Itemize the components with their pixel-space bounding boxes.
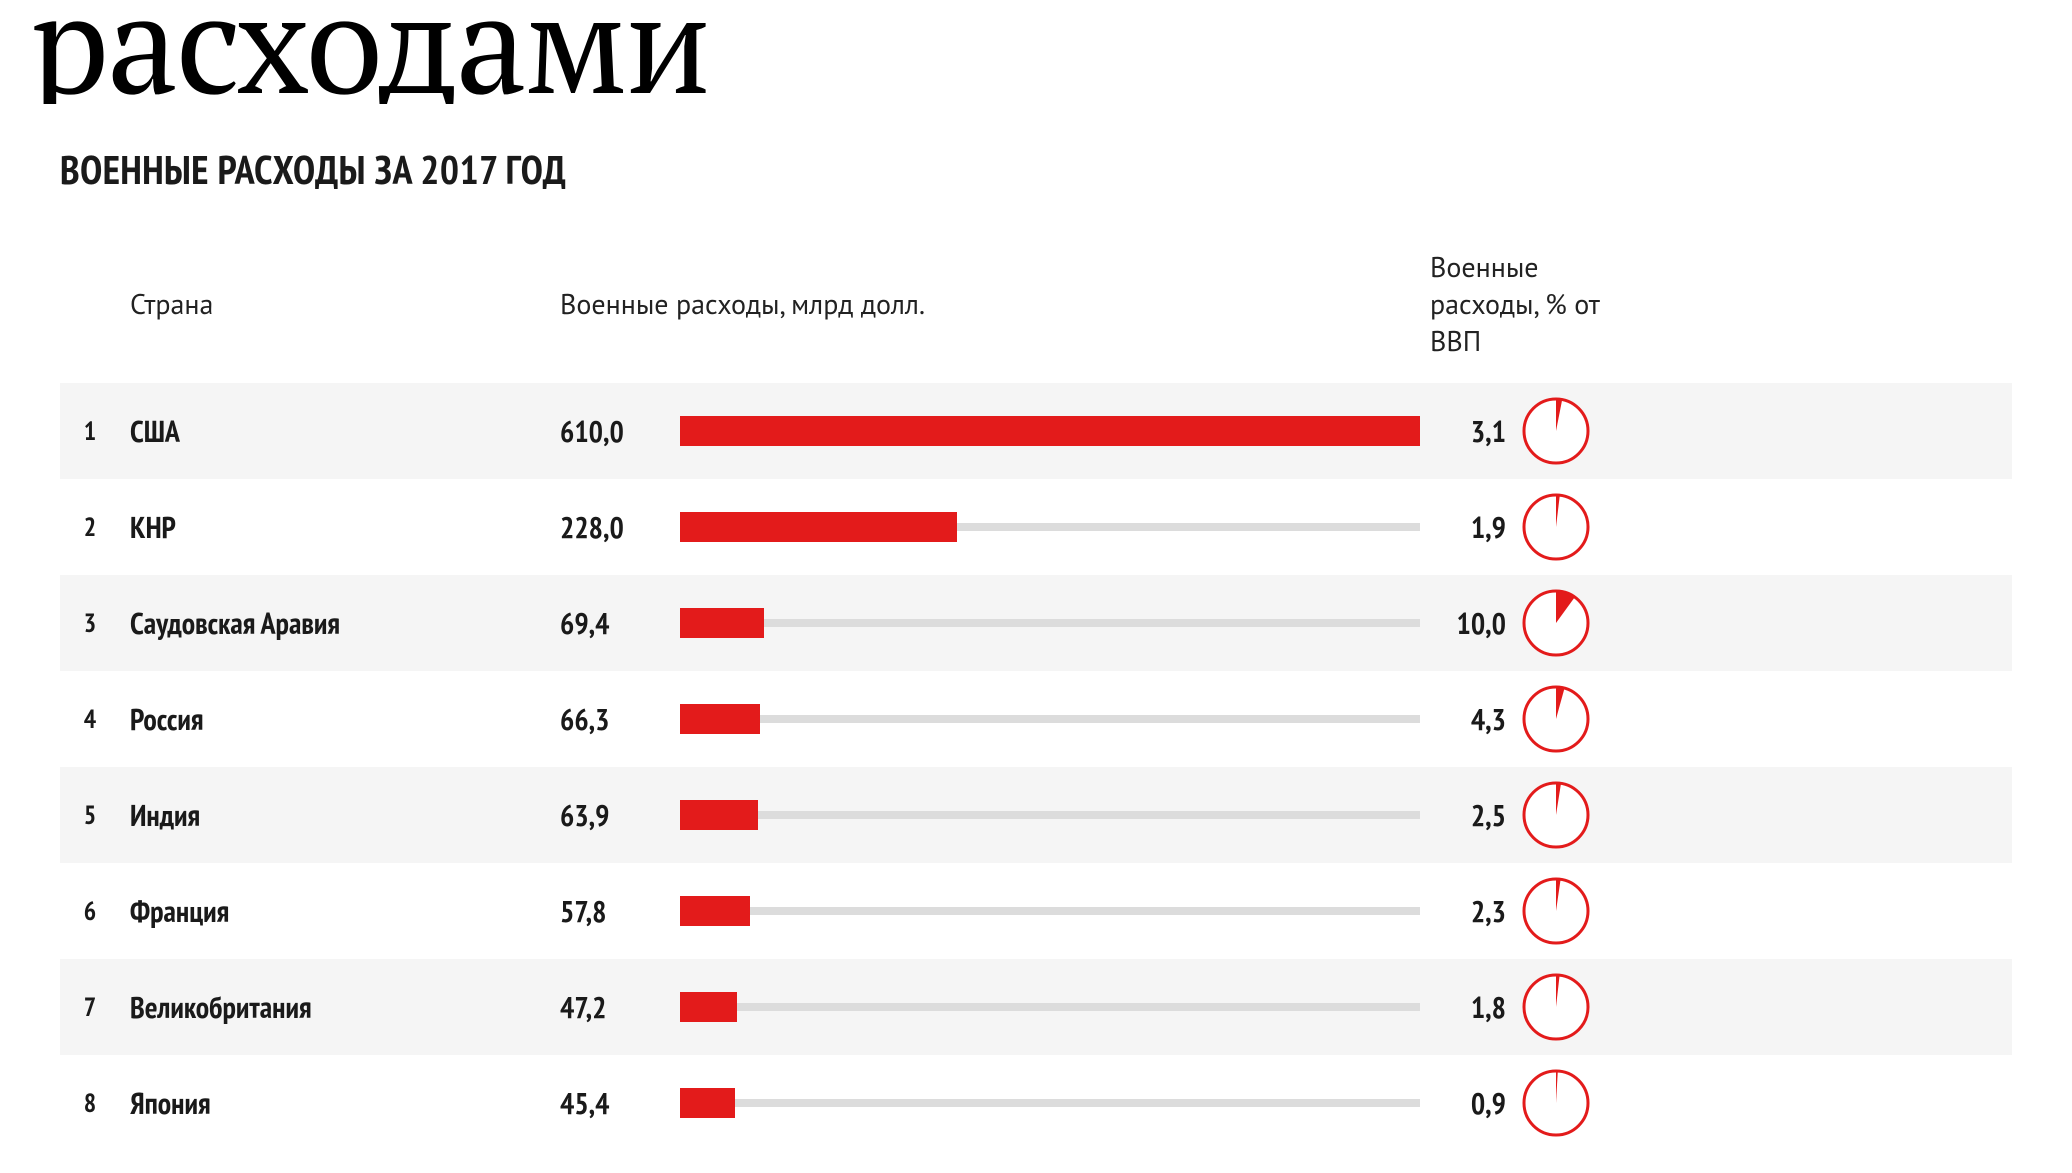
gdp-pie — [1520, 971, 1650, 1043]
country-name: Великобритания — [130, 988, 550, 1027]
spend-value: 610,0 — [560, 412, 670, 451]
country-name: Франция — [130, 892, 550, 931]
rank: 7 — [60, 991, 120, 1024]
gdp-pie — [1520, 1067, 1650, 1139]
spending-table: Страна Военные расходы, млрд долл. Военн… — [0, 236, 2072, 1151]
spend-bar — [680, 603, 1420, 643]
gdp-value: 10,0 — [1430, 604, 1510, 643]
spend-value: 69,4 — [560, 604, 670, 643]
spend-value: 45,4 — [560, 1084, 670, 1123]
spend-bar — [680, 891, 1420, 931]
gdp-pie — [1520, 491, 1650, 563]
rank: 8 — [60, 1087, 120, 1120]
spend-bar — [680, 1083, 1420, 1123]
rank: 1 — [60, 415, 120, 448]
table-row: 6 Франция 57,8 2,3 — [60, 863, 2012, 959]
spend-bar — [680, 699, 1420, 739]
table-row: 5 Индия 63,9 2,5 — [60, 767, 2012, 863]
rank: 5 — [60, 799, 120, 832]
gdp-value: 2,3 — [1430, 892, 1510, 931]
spend-value: 63,9 — [560, 796, 670, 835]
gdp-pie — [1520, 395, 1650, 467]
table-row: 2 КНР 228,0 1,9 — [60, 479, 2012, 575]
rank: 2 — [60, 511, 120, 544]
table-row: 4 Россия 66,3 4,3 — [60, 671, 2012, 767]
header-spend: Военные расходы, млрд долл. — [560, 285, 1420, 322]
table-row: 3 Саудовская Аравия 69,4 10,0 — [60, 575, 2012, 671]
country-name: США — [130, 412, 550, 451]
header-gdp: Военные расходы, % от ВВП — [1430, 248, 1650, 359]
country-name: Япония — [130, 1084, 550, 1123]
gdp-pie — [1520, 683, 1650, 755]
spend-value: 57,8 — [560, 892, 670, 931]
section-title: ВОЕННЫЕ РАСХОДЫ ЗА 2017 ГОД — [0, 104, 2072, 236]
spend-value: 66,3 — [560, 700, 670, 739]
header-country: Страна — [130, 285, 550, 322]
table-row: 1 США 610,0 3,1 — [60, 383, 2012, 479]
country-name: Россия — [130, 700, 550, 739]
gdp-pie — [1520, 779, 1650, 851]
table-row: 7 Великобритания 47,2 1,8 — [60, 959, 2012, 1055]
page-title: расходами — [0, 0, 2072, 104]
rank: 3 — [60, 607, 120, 640]
gdp-pie — [1520, 587, 1650, 659]
spend-value: 47,2 — [560, 988, 670, 1027]
spend-bar — [680, 795, 1420, 835]
gdp-pie — [1520, 875, 1650, 947]
spend-value: 228,0 — [560, 508, 670, 547]
gdp-value: 2,5 — [1430, 796, 1510, 835]
spend-bar — [680, 987, 1420, 1027]
country-name: КНР — [130, 508, 550, 547]
country-name: Саудовская Аравия — [130, 604, 550, 643]
table-row: 8 Япония 45,4 0,9 — [60, 1055, 2012, 1151]
gdp-value: 3,1 — [1430, 412, 1510, 451]
spend-bar — [680, 507, 1420, 547]
gdp-value: 1,9 — [1430, 508, 1510, 547]
gdp-value: 1,8 — [1430, 988, 1510, 1027]
gdp-value: 0,9 — [1430, 1084, 1510, 1123]
rank: 4 — [60, 703, 120, 736]
table-header: Страна Военные расходы, млрд долл. Военн… — [60, 236, 2012, 383]
gdp-value: 4,3 — [1430, 700, 1510, 739]
spend-bar — [680, 411, 1420, 451]
country-name: Индия — [130, 796, 550, 835]
rank: 6 — [60, 895, 120, 928]
